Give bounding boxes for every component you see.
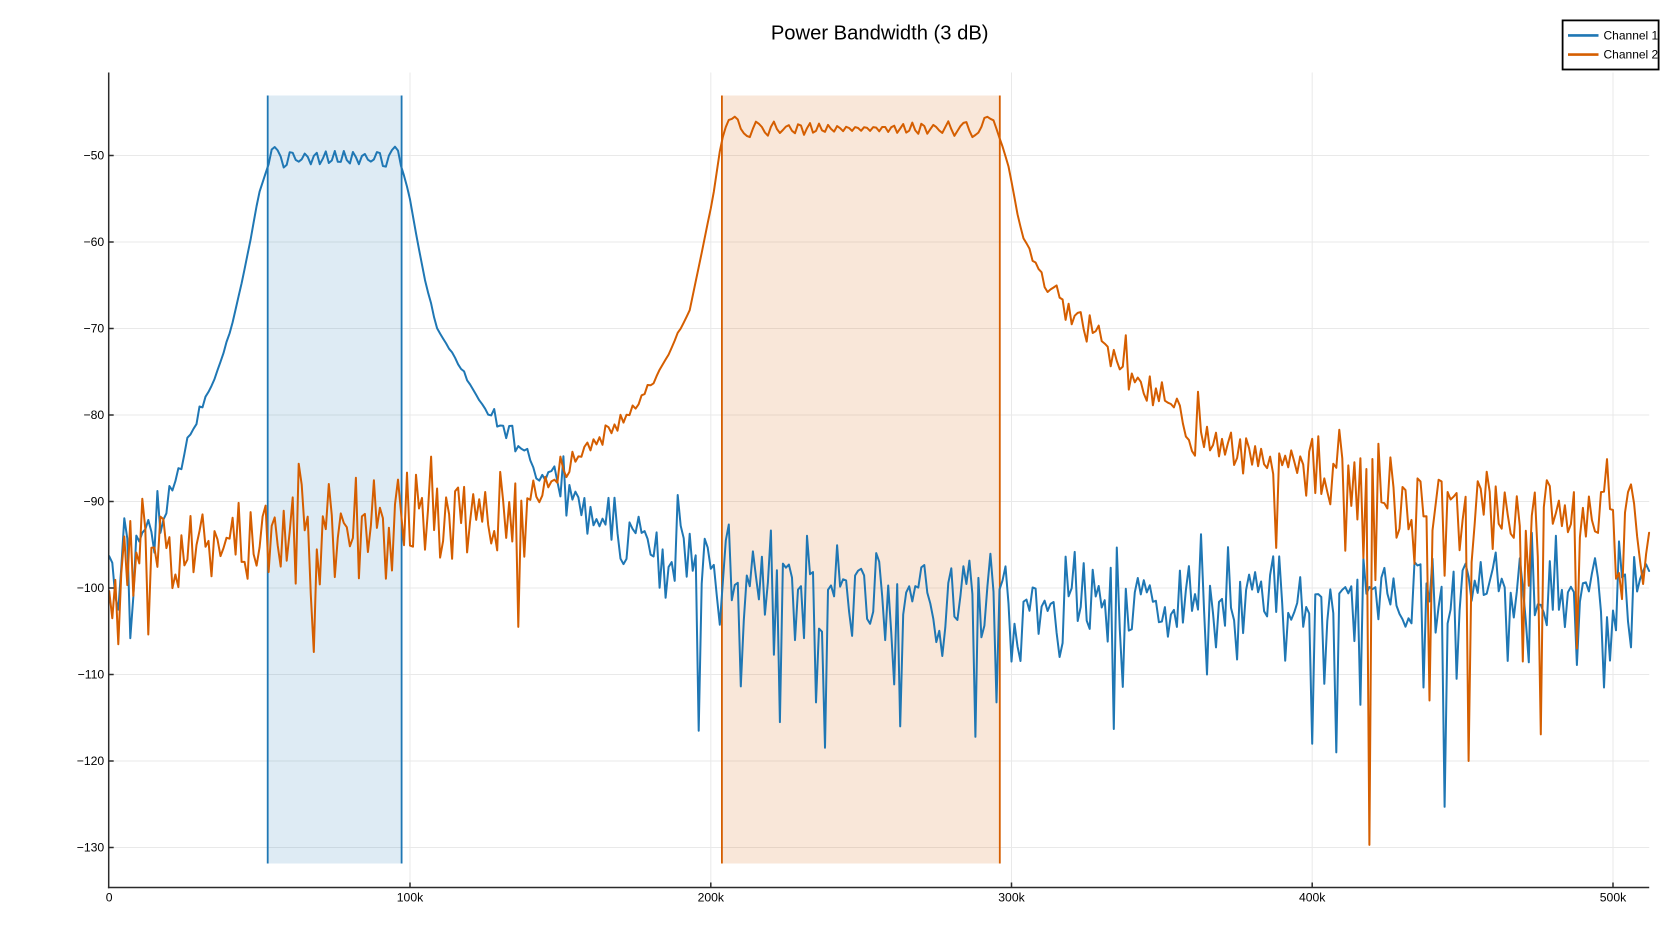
- svg-text:−120: −120: [77, 754, 105, 768]
- svg-text:Power Bandwidth (3 dB): Power Bandwidth (3 dB): [771, 23, 989, 45]
- svg-text:Channel 1: Channel 1: [1604, 28, 1659, 42]
- svg-text:−80: −80: [84, 408, 105, 422]
- svg-text:−100: −100: [77, 581, 105, 595]
- svg-text:−90: −90: [84, 495, 105, 509]
- svg-text:100k: 100k: [397, 891, 424, 905]
- svg-text:−70: −70: [84, 322, 105, 336]
- svg-text:−60: −60: [84, 235, 105, 249]
- svg-text:−130: −130: [77, 841, 105, 855]
- svg-text:−50: −50: [84, 149, 105, 163]
- svg-text:0: 0: [106, 891, 113, 905]
- svg-text:Channel 2: Channel 2: [1604, 48, 1659, 62]
- svg-text:200k: 200k: [698, 891, 725, 905]
- svg-text:500k: 500k: [1600, 891, 1627, 905]
- svg-text:−110: −110: [78, 668, 105, 682]
- svg-text:300k: 300k: [998, 891, 1025, 905]
- svg-text:400k: 400k: [1299, 891, 1326, 905]
